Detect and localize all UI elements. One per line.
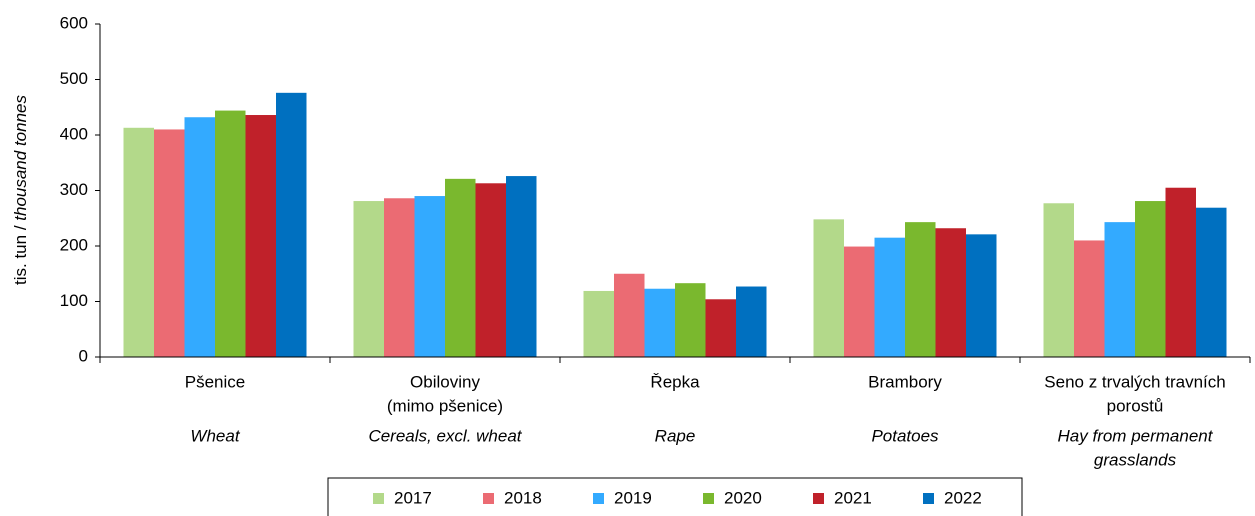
x-tick-label-en: Wheat xyxy=(190,426,240,445)
x-tick-label: (mimo pšenice) xyxy=(387,396,503,415)
y-tick-label: 600 xyxy=(60,13,88,32)
legend-swatch xyxy=(923,493,934,504)
bar xyxy=(1104,222,1135,357)
legend-swatch xyxy=(483,493,494,504)
y-tick-label: 100 xyxy=(60,291,88,310)
bar xyxy=(736,286,767,357)
legend-label: 2021 xyxy=(834,488,872,507)
y-axis-label: tis. tun / thousand tonnes xyxy=(11,95,30,285)
legend-swatch xyxy=(373,493,384,504)
x-tick-label: Řepka xyxy=(650,372,700,391)
legend-label: 2017 xyxy=(394,488,432,507)
bar xyxy=(123,127,154,357)
x-tick-label-en: Hay from permanent xyxy=(1058,426,1214,445)
bar xyxy=(675,283,706,357)
bar xyxy=(1165,187,1196,357)
legend-label: 2019 xyxy=(614,488,652,507)
x-tick-label-en: grasslands xyxy=(1094,450,1177,469)
bar xyxy=(445,178,476,357)
bar xyxy=(384,198,415,357)
bar xyxy=(414,196,445,357)
bar xyxy=(215,110,246,357)
y-tick-label: 0 xyxy=(79,346,88,365)
bar xyxy=(705,299,736,357)
legend-swatch xyxy=(703,493,714,504)
x-tick-label: Brambory xyxy=(868,372,942,391)
x-tick-label: porostů xyxy=(1107,396,1164,415)
bar xyxy=(844,246,875,357)
bar xyxy=(874,237,905,357)
bar xyxy=(614,273,645,357)
bar xyxy=(184,117,215,358)
bar xyxy=(966,234,997,357)
x-tick-label-en: Rape xyxy=(655,426,696,445)
bar xyxy=(1043,203,1074,357)
bar xyxy=(475,183,506,357)
legend-label: 2020 xyxy=(724,488,762,507)
y-tick-label: 400 xyxy=(60,124,88,143)
bar xyxy=(1135,201,1166,357)
y-tick-label: 300 xyxy=(60,180,88,199)
bar xyxy=(905,222,936,357)
x-tick-label: Pšenice xyxy=(185,372,245,391)
x-tick-label-en: Cereals, excl. wheat xyxy=(368,426,522,445)
x-tick-label: Seno z trvalých travních xyxy=(1044,372,1225,391)
bar xyxy=(583,290,614,357)
y-tick-label: 500 xyxy=(60,69,88,88)
bar xyxy=(935,228,966,357)
legend-label: 2022 xyxy=(944,488,982,507)
bar xyxy=(276,92,307,357)
y-label-en: thousand tonnes xyxy=(11,95,30,221)
legend-label: 2018 xyxy=(504,488,542,507)
bar xyxy=(1074,240,1105,357)
legend-swatch xyxy=(593,493,604,504)
bar xyxy=(813,219,844,357)
bar xyxy=(154,129,185,357)
bar xyxy=(644,288,675,357)
bar xyxy=(245,115,276,358)
legend-box xyxy=(327,477,1023,516)
x-tick-label-en: Potatoes xyxy=(871,426,939,445)
x-tick-label: Obiloviny xyxy=(410,372,480,391)
y-tick-label: 200 xyxy=(60,235,88,254)
bar xyxy=(1196,207,1227,357)
bar xyxy=(506,176,537,357)
y-label-cz: tis. tun / xyxy=(11,221,30,285)
bar xyxy=(353,201,384,357)
legend-swatch xyxy=(813,493,824,504)
